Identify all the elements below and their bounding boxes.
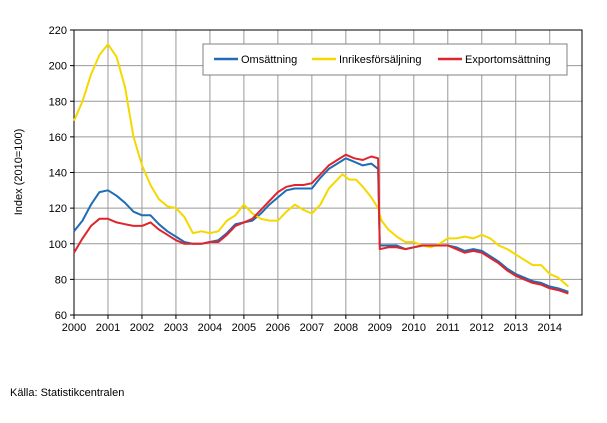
legend: Omsättning Inrikesförsäljning Exportomsätt…	[202, 43, 568, 76]
x-tick-label: 2003	[164, 322, 188, 334]
y-tick-label: 160	[49, 132, 67, 144]
x-tick-label: 2004	[198, 322, 222, 334]
y-tick-label: 100	[49, 239, 67, 251]
y-tick-label: 220	[49, 25, 67, 37]
series-line-1	[73, 43, 570, 288]
legend-label: Inrikesförsäljning	[339, 54, 422, 66]
axes: 60 80 100 120 140 160 180 200 220 2000 2001 2002 200…	[49, 25, 583, 334]
x-tick-label: 2012	[470, 322, 494, 334]
legend-label: Omsättning	[241, 54, 297, 66]
grid	[74, 29, 582, 316]
series-line-2	[73, 153, 569, 295]
x-tick-label: 2006	[266, 322, 290, 334]
y-tick-label: 80	[55, 274, 67, 286]
x-tick-label: 2002	[130, 322, 154, 334]
y-axis-label: Index (2010=100)	[13, 129, 25, 216]
y-tick-label: 200	[49, 61, 67, 73]
x-tick-label: 2010	[402, 322, 426, 334]
x-tick-label: 2005	[232, 322, 256, 334]
x-tick-label: 2000	[62, 322, 86, 334]
x-tick-label: 2007	[300, 322, 324, 334]
x-tick-label: 2009	[368, 322, 392, 334]
x-tick-label: 2011	[436, 322, 460, 334]
source-note: Källa: Statistikcentralen	[10, 387, 125, 399]
x-tick-label: 2001	[96, 322, 120, 334]
x-tick-label: 2013	[503, 322, 527, 334]
series-line-0	[73, 157, 569, 293]
y-tick-label: 120	[49, 203, 67, 215]
plot-frame	[73, 29, 583, 316]
x-tick-label: 2008	[334, 322, 358, 334]
y-tick-label: 60	[55, 310, 67, 322]
legend-label: Exportomsättning	[465, 54, 551, 66]
series-lines	[73, 43, 570, 295]
x-tick-label: 2014	[537, 322, 561, 334]
y-tick-label: 180	[49, 96, 67, 108]
y-tick-label: 140	[49, 168, 67, 180]
legend-box	[202, 43, 568, 76]
